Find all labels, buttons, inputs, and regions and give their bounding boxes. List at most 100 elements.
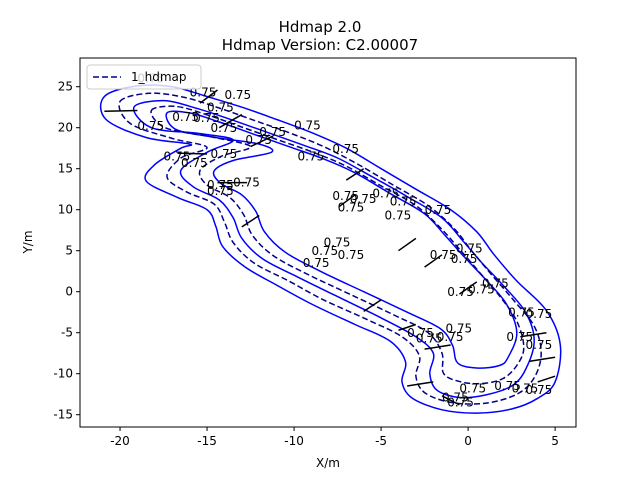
inner-boundary-line xyxy=(165,110,518,369)
lane-width-label-37: 0.75 xyxy=(526,307,553,321)
lane-width-label-35: 0.75 xyxy=(468,282,495,296)
lane-width-labels: 0.75 0.750.750.750.750.750.750.750.75 0.75… xyxy=(137,72,552,410)
lane-width-label-4: 0.75 xyxy=(172,110,199,124)
lane-width-label-21: 0.75 xyxy=(350,192,377,206)
x-tick-label-1: -15 xyxy=(197,434,217,448)
lane-width-label-7: 0.75 xyxy=(211,121,238,135)
lane-width-label-23: 0.75 xyxy=(338,200,365,214)
lane-width-label-20: 0.75 xyxy=(372,186,399,200)
lane-width-label-6: 0.75 xyxy=(193,111,220,125)
stop-line-8 xyxy=(338,194,356,208)
y-tick-label-3: 0 xyxy=(65,285,73,299)
lane-width-label-16: 0.75 xyxy=(207,178,234,192)
y-tick-label-5: 10 xyxy=(58,203,73,217)
stop-lines xyxy=(104,89,556,406)
y-axis-ticks: -15 -10 -5 0 5 10 15 20 25 xyxy=(53,80,80,422)
x-axis-ticks: -20 -15 -10 -5 0 5 xyxy=(110,427,559,448)
lane-width-label-26: 0.75 xyxy=(324,236,351,250)
lane-width-label-25: 0.75 xyxy=(425,203,452,217)
axes-frame xyxy=(79,57,577,428)
lane-width-label-27: 0.75 xyxy=(311,244,338,258)
lane-width-label-31: 0.75 xyxy=(456,241,483,255)
stop-line-1 xyxy=(177,152,208,155)
lane-centerline-inner-line xyxy=(150,105,525,385)
lane-lines xyxy=(99,84,562,414)
lane-width-label-5: 0.75 xyxy=(137,119,164,133)
stop-line-14 xyxy=(424,344,451,350)
lane-width-label-28: 0.75 xyxy=(338,248,365,262)
y-tick-label-0: -15 xyxy=(53,408,73,422)
lane-width-label-11: 0.75 xyxy=(332,142,359,156)
lane-width-label-48: 0.75 xyxy=(442,391,469,405)
lane-width-label-47: 0.75 xyxy=(459,382,486,396)
lane-width-label-19: 0.75 xyxy=(332,189,359,203)
stop-line-13 xyxy=(398,323,417,331)
stop-line-10 xyxy=(363,299,382,313)
lane-width-label-41: 0.75 xyxy=(437,330,464,344)
outer-boundary-line xyxy=(99,84,562,414)
lane-width-label-34: 0.75 xyxy=(447,285,474,299)
stop-line-7 xyxy=(345,168,365,181)
lane-width-label-43: 0.75 xyxy=(526,338,553,352)
y-tick-label-2: -5 xyxy=(61,326,73,340)
lane-width-label-2: 0.75 xyxy=(224,88,251,102)
lane-width-label-8: 0.75 xyxy=(245,133,272,147)
stop-line-12 xyxy=(458,281,478,295)
lane-width-label-46: 0.75 xyxy=(526,383,553,397)
stop-line-11 xyxy=(424,254,443,268)
lane-width-label-39: 0.75 xyxy=(445,322,472,336)
lane-width-label-9: 0.75 xyxy=(259,125,286,139)
x-axis-label: X/m xyxy=(316,456,340,470)
stop-line-9 xyxy=(398,237,417,252)
y-tick-label-6: 15 xyxy=(58,162,73,176)
legend-entry-label: 1_hdmap xyxy=(131,70,187,84)
y-tick-label-8: 25 xyxy=(58,80,73,94)
lane-width-label-15: 0.75 xyxy=(181,156,208,170)
lane-width-label-29: 0.75 xyxy=(303,256,330,270)
stop-line-17 xyxy=(407,381,434,387)
stop-line-0 xyxy=(104,109,138,113)
lane-width-label-36: 0.75 xyxy=(508,305,535,319)
x-tick-label-5: 5 xyxy=(551,434,559,448)
lane-width-label-38: 0.75 xyxy=(407,326,434,340)
stop-line-18 xyxy=(441,395,460,406)
stop-line-15 xyxy=(520,331,547,338)
chart-subtitle: Hdmap Version: C2.00007 xyxy=(222,36,418,54)
lane-width-label-49: 0.75 xyxy=(447,396,474,410)
lane-width-label-22: 0.75 xyxy=(390,195,417,209)
lane-width-label-17: 0.75 xyxy=(233,176,260,190)
lane-width-label-30: 0.75 xyxy=(430,248,457,262)
x-tick-label-4: 0 xyxy=(464,434,472,448)
stop-line-5 xyxy=(250,135,274,148)
x-tick-label-3: -5 xyxy=(375,434,387,448)
chart-title: Hdmap 2.0 xyxy=(279,18,362,36)
lane-width-label-24: 0.75 xyxy=(385,209,412,223)
lane-width-label-18: 0.75 xyxy=(207,184,234,198)
stop-line-4 xyxy=(218,113,243,129)
lane-width-label-32: 0.75 xyxy=(451,252,478,266)
y-tick-label-4: 5 xyxy=(65,244,73,258)
y-tick-label-1: -10 xyxy=(53,367,73,381)
lane-width-label-33: 0.75 xyxy=(482,277,509,291)
lane-centerline-outer-line xyxy=(118,92,542,405)
y-tick-label-7: 20 xyxy=(58,121,73,135)
lane-width-label-45: 0.75 xyxy=(512,382,539,396)
lane-width-label-10: 0.75 xyxy=(294,118,321,132)
lane-width-label-44: 0.75 xyxy=(494,379,521,393)
stop-line-19 xyxy=(537,375,556,383)
stop-line-3 xyxy=(199,89,218,104)
lane-width-label-42: 0.75 xyxy=(506,330,533,344)
lane-width-label-3: 0.75 xyxy=(207,100,234,114)
lane-width-label-40: 0.75 xyxy=(416,332,443,346)
plot-area: 0.75 0.750.750.750.750.750.750.750.75 0.75… xyxy=(99,72,562,414)
legend: 1_hdmap xyxy=(86,64,202,90)
stop-line-16 xyxy=(528,356,556,363)
lane-width-label-13: 0.75 xyxy=(164,150,191,164)
lane-divider-line xyxy=(132,99,535,399)
y-axis-label: Y/m xyxy=(21,230,35,254)
lane-width-label-12: 0.75 xyxy=(298,150,325,164)
x-tick-label-0: -20 xyxy=(110,434,130,448)
stop-line-6 xyxy=(241,214,260,228)
x-tick-label-2: -10 xyxy=(284,434,304,448)
